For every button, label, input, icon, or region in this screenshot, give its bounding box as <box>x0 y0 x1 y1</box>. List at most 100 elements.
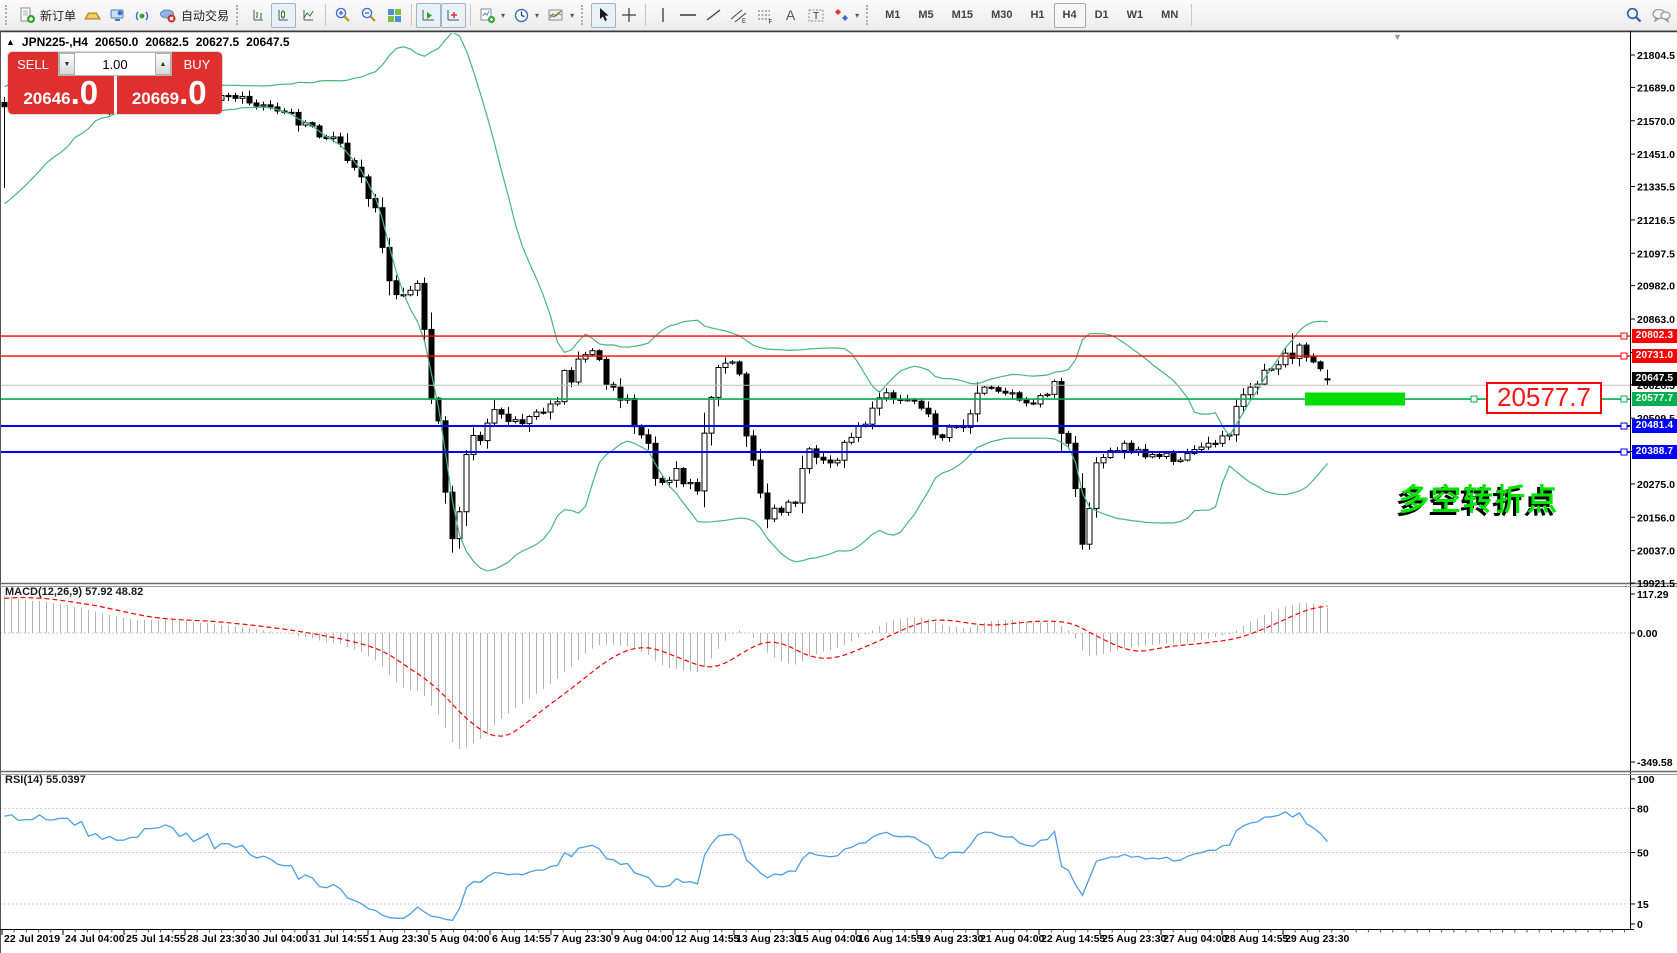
chart-symbol-period: JPN225-,H4 <box>21 35 88 49</box>
svg-text:100: 100 <box>1637 774 1655 786</box>
volume-increase-button[interactable]: ▲ <box>155 53 171 75</box>
chart-shift-button[interactable] <box>441 2 467 28</box>
svg-text:21335.5: 21335.5 <box>1637 182 1675 194</box>
price-level-callout[interactable]: 20577.7 <box>1486 382 1602 414</box>
crosshair-button[interactable] <box>616 3 641 28</box>
sell-button[interactable]: SELL <box>8 52 58 76</box>
new-chart-button[interactable]: ▾ <box>475 3 509 28</box>
svg-text:117.29: 117.29 <box>1637 589 1669 601</box>
timeframe-h1-button[interactable]: H1 <box>1021 3 1053 28</box>
svg-text:21 Aug 04:00: 21 Aug 04:00 <box>980 933 1045 945</box>
auto-trading-button[interactable]: 自动交易 <box>155 3 233 28</box>
cursor-button[interactable] <box>591 2 617 28</box>
timeframe-label: M1 <box>885 9 901 21</box>
dropdown-caret-icon: ▾ <box>855 10 860 20</box>
channel-tool-button[interactable]: E <box>726 3 752 28</box>
candlestick-chart-button[interactable] <box>271 2 297 28</box>
timeframe-mn-button[interactable]: MN <box>1152 3 1187 28</box>
cursor-icon <box>600 8 609 21</box>
indicators-button[interactable]: ▾ <box>543 3 578 28</box>
svg-text:7 Aug 23:30: 7 Aug 23:30 <box>553 933 612 945</box>
search-button[interactable] <box>1621 3 1647 28</box>
auto-trading-icon <box>160 9 176 22</box>
time-axis[interactable]: 22 Jul 2019 24 Jul 04:00 25 Jul 14:55 28 Ju… <box>1 929 1626 946</box>
buy-price-main: 20669 <box>131 89 180 108</box>
svg-text:22 Jul 2019: 22 Jul 2019 <box>4 933 60 945</box>
svg-text:F: F <box>769 19 773 24</box>
text-tool-button[interactable]: A <box>778 3 803 28</box>
zoom-out-button[interactable] <box>356 3 382 28</box>
price-tag: 20731.0 <box>1632 349 1677 364</box>
signal-icon <box>135 11 149 20</box>
svg-text:28 Aug 14:55: 28 Aug 14:55 <box>1224 933 1289 945</box>
svg-text:0: 0 <box>1637 919 1643 931</box>
arrow-objects-icon <box>835 8 849 21</box>
chat-button[interactable] <box>1647 3 1675 28</box>
svg-text:80: 80 <box>1637 803 1649 815</box>
toolbar-grip[interactable] <box>866 5 871 25</box>
svg-text:22 Aug 14:55: 22 Aug 14:55 <box>1041 933 1106 945</box>
vertical-line-tool-button[interactable] <box>650 3 675 28</box>
clock-icon <box>514 8 529 22</box>
new-order-button[interactable]: 新订单 <box>15 3 80 28</box>
price-tag: 20802.3 <box>1632 329 1677 344</box>
svg-text:31 Jul 14:55: 31 Jul 14:55 <box>309 933 369 945</box>
auto-scroll-button[interactable] <box>416 2 442 28</box>
timeframe-d1-button[interactable]: D1 <box>1086 3 1118 28</box>
fibonacci-tool-button[interactable]: F <box>752 3 778 28</box>
buy-button[interactable]: BUY <box>172 52 222 76</box>
sell-price-frac: .0 <box>70 74 99 111</box>
timeframe-h4-button[interactable]: H4 <box>1053 2 1086 28</box>
volume-value[interactable]: 1.00 <box>75 53 155 75</box>
chart-title: ▲ JPN225-,H4 20650.0 20682.5 20627.5 206… <box>6 35 290 49</box>
svg-text:E: E <box>742 19 746 24</box>
svg-text:20982.0: 20982.0 <box>1637 281 1675 293</box>
bar-chart-button[interactable] <box>246 3 271 28</box>
toolbar-grip[interactable] <box>581 5 586 25</box>
new-chart-icon <box>480 8 496 23</box>
turning-point-note[interactable]: 多空转折点 <box>1399 484 1559 517</box>
chart-frame <box>0 30 1677 953</box>
toolbar-grip[interactable] <box>236 5 241 25</box>
volume-decrease-button[interactable]: ▼ <box>59 53 75 75</box>
svg-text:27 Aug 04:00: 27 Aug 04:00 <box>1163 933 1228 945</box>
zoom-in-button[interactable] <box>330 3 356 28</box>
text-label-tool-button[interactable]: T <box>803 3 829 28</box>
timeframe-label: H1 <box>1030 9 1045 21</box>
bar-chart-icon <box>253 9 264 20</box>
crosshair-icon <box>621 8 636 22</box>
svg-text:50: 50 <box>1637 848 1649 860</box>
line-chart-button[interactable] <box>296 3 321 28</box>
market-watch-button[interactable] <box>80 3 105 28</box>
timeframe-m5-button[interactable]: M5 <box>909 3 942 28</box>
timeframe-group: M1 M5 M15 M30 H1 H4 D1 W1 MN <box>876 2 1187 28</box>
arrows-tool-button[interactable]: ▾ <box>829 3 863 28</box>
panel-collapse-icon[interactable]: ▲ <box>6 37 15 47</box>
auto-scroll-icon <box>422 9 435 20</box>
horizontal-line-tool-button[interactable] <box>675 3 701 28</box>
timeframe-m15-button[interactable]: M15 <box>943 3 982 28</box>
trendline-tool-button[interactable] <box>701 3 726 28</box>
ohlc-low: 20627.5 <box>195 35 240 49</box>
sell-price-button[interactable]: 20646 .0 <box>8 76 114 114</box>
tile-windows-button[interactable] <box>382 3 407 28</box>
timeframe-m30-button[interactable]: M30 <box>982 3 1021 28</box>
dropdown-caret-icon: ▾ <box>535 10 540 20</box>
toolbar-grip[interactable] <box>5 5 10 25</box>
timeframe-label: M5 <box>918 9 934 21</box>
terminal-button[interactable] <box>105 3 130 28</box>
price-tag: 20481.4 <box>1632 419 1677 434</box>
equidistant-channel-icon: E <box>730 9 747 24</box>
price-tag: 20388.7 <box>1632 445 1677 460</box>
svg-text:28 Jul 23:30: 28 Jul 23:30 <box>187 933 247 945</box>
svg-text:21689.0: 21689.0 <box>1637 82 1675 94</box>
buy-price-button[interactable]: 20669 .0 <box>116 76 222 114</box>
timeframe-w1-button[interactable]: W1 <box>1118 3 1153 28</box>
svg-text:5 Aug 04:00: 5 Aug 04:00 <box>431 933 490 945</box>
periods-button[interactable]: ▾ <box>509 3 543 28</box>
price-tag: 20647.5 <box>1632 372 1677 387</box>
horizontal-level-lines[interactable] <box>0 332 1630 456</box>
svg-text:19 Aug 23:30: 19 Aug 23:30 <box>919 933 984 945</box>
timeframe-m1-button[interactable]: M1 <box>876 3 909 28</box>
signals-button[interactable] <box>130 3 155 28</box>
